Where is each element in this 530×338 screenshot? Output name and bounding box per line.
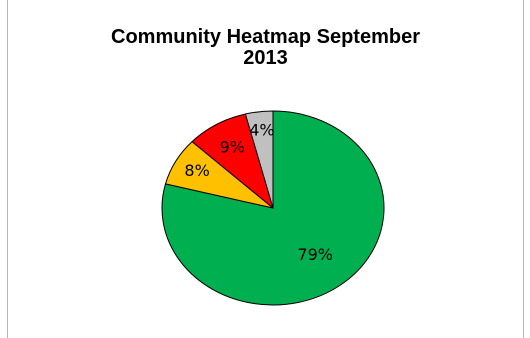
chart-title-line-1: Community Heatmap September	[111, 26, 420, 48]
frame-left-border	[7, 0, 8, 338]
pie-slice	[244, 110, 274, 209]
chart-title: Community Heatmap September 2013	[8, 27, 523, 69]
pie-slice-label: 9%	[220, 137, 245, 156]
pie-slices	[161, 110, 385, 306]
frame-right-border	[523, 0, 524, 338]
pie-slice-label: 8%	[184, 161, 209, 180]
chart-title-line-2: 2013	[243, 47, 288, 69]
pie-labels: 79% 8% 9%4%	[184, 121, 333, 265]
pie-slice-label: 79%	[297, 245, 333, 264]
pie-slice-label: 4%	[249, 121, 274, 140]
